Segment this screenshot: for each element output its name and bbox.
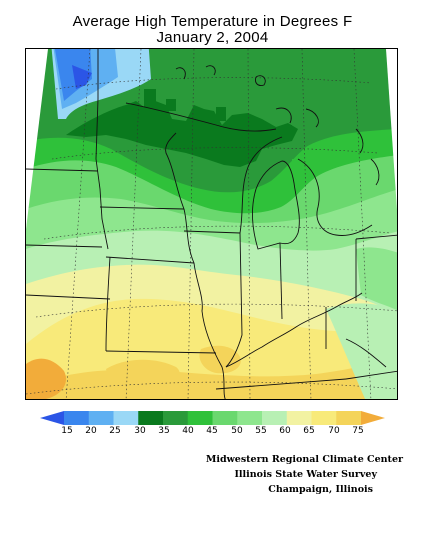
legend-swatch	[88, 411, 114, 425]
legend-tick-label: 20	[85, 426, 97, 436]
credit-survey: Illinois State Water Survey	[234, 469, 377, 480]
temp-cell	[144, 89, 156, 111]
legend-tick-label: 25	[109, 426, 121, 436]
temp-zone-30-35	[66, 99, 298, 167]
legend-swatch	[212, 411, 238, 425]
credit-location: Champaign, Illinois	[268, 484, 373, 495]
temp-cell	[292, 159, 304, 177]
legend-swatch	[163, 411, 189, 425]
domain-edge-right	[386, 49, 397, 210]
legend-swatch	[286, 411, 312, 425]
map-date: January 2, 2004	[156, 29, 269, 46]
legend-tick-label: 45	[206, 426, 218, 436]
temperature-map-graphic	[26, 49, 397, 399]
legend-tick-label: 55	[255, 426, 267, 436]
temp-cell	[166, 99, 176, 111]
temp-zone-70-75-pocket	[106, 359, 180, 392]
legend-tick-label: 15	[61, 426, 73, 436]
temp-zone-50-55-east	[356, 247, 397, 311]
credit-center: Midwestern Regional Climate Center	[205, 454, 403, 465]
temperature-map	[25, 48, 398, 400]
legend-swatch	[113, 411, 139, 425]
temp-cell	[216, 107, 226, 121]
legend-tick-label: 60	[279, 426, 291, 436]
legend-arrow-low	[40, 411, 64, 425]
legend-swatch	[262, 411, 288, 425]
legend-tick-label: 50	[231, 426, 243, 436]
temp-zone-above-75	[26, 358, 66, 399]
legend-swatch	[187, 411, 213, 425]
map-title: Average High Temperature in Degrees F	[72, 13, 353, 30]
legend-tick-label: 70	[328, 426, 340, 436]
legend-swatch	[237, 411, 263, 425]
legend-swatch	[138, 411, 164, 425]
legend-tick-label: 40	[182, 426, 194, 436]
temp-zone-55-60-east	[326, 303, 397, 399]
legend-tick-label: 65	[303, 426, 315, 436]
temp-zone-below-15	[72, 65, 92, 89]
graticule	[26, 49, 397, 399]
canada-outline	[175, 65, 380, 186]
legend-tick-label: 75	[352, 426, 364, 436]
legend-tick-label: 35	[158, 426, 170, 436]
legend-arrow-high	[361, 411, 385, 425]
domain-edge-left	[26, 49, 48, 229]
legend-swatch	[64, 411, 90, 425]
state-boundaries	[26, 49, 397, 399]
legend-tick-label: 30	[134, 426, 146, 436]
legend-swatch	[311, 411, 337, 425]
temp-cell	[282, 125, 292, 139]
color-legend-bar	[40, 411, 385, 425]
legend-swatch	[336, 411, 362, 425]
